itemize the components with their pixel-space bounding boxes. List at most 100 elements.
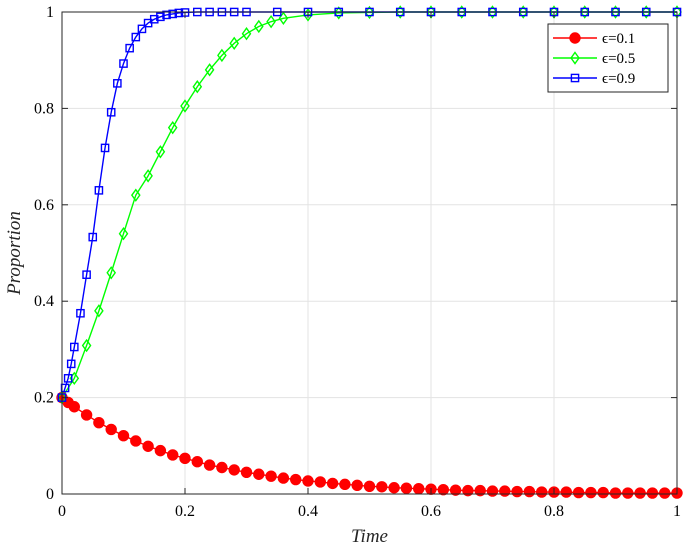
- data-point-series-3: [137, 24, 147, 34]
- x-tick-label: 0.2: [175, 503, 195, 520]
- data-point-series-2: [303, 8, 313, 22]
- data-point-series-3: [60, 383, 70, 393]
- data-point-series-2: [204, 63, 215, 77]
- data-point-series-3: [168, 9, 178, 19]
- data-point-series-1: [167, 449, 179, 461]
- data-point-series-2: [278, 11, 289, 25]
- data-point-series-3: [113, 79, 122, 88]
- plot-frame: [61, 11, 678, 495]
- data-point-series-2: [579, 5, 590, 19]
- tick-labels: 0 0.2 0.4 0.6 0.8 1 0 0.2 0.4 0.6 0.8 1: [34, 4, 681, 520]
- data-point-series-1: [486, 485, 499, 497]
- grid: [62, 12, 677, 494]
- data-point-series-1: [216, 461, 228, 474]
- series-line-1: [61, 397, 677, 494]
- data-point-series-1: [646, 487, 659, 499]
- y-tick-label: 0.2: [34, 390, 54, 407]
- y-tick-label: 0.6: [34, 197, 54, 214]
- data-point-series-2: [266, 14, 276, 29]
- data-point-series-1: [585, 486, 597, 499]
- y-tick-label: 0.4: [34, 293, 54, 310]
- data-point-series-1: [203, 459, 216, 471]
- legend-label-1: ϵ=0.1: [602, 31, 635, 47]
- data-point-series-2: [180, 99, 190, 113]
- data-point-series-2: [118, 227, 129, 241]
- data-point-series-1: [68, 401, 81, 413]
- data-point-series-1: [154, 444, 167, 457]
- data-point-series-1: [634, 487, 646, 499]
- legend-marker-2: [570, 51, 580, 65]
- data-point-series-2: [155, 145, 166, 159]
- legend-label-3: ϵ=0.9: [602, 71, 635, 87]
- data-point-series-2: [143, 169, 153, 183]
- y-tick-label: 0: [46, 486, 54, 503]
- data-point-series-1: [277, 472, 290, 484]
- data-point-series-1: [253, 468, 265, 480]
- data-point-series-3: [88, 232, 98, 242]
- legend-label-2: ϵ=0.5: [602, 51, 635, 67]
- data-point-series-1: [462, 484, 474, 497]
- data-point-series-2: [610, 5, 621, 19]
- data-point-series-2: [253, 19, 264, 34]
- data-point-series-3: [174, 8, 184, 18]
- data-point-series-1: [572, 486, 585, 499]
- y-tick-label: 1: [46, 4, 54, 21]
- data-point-series-1: [314, 476, 326, 488]
- legend-marker-1: [569, 32, 581, 44]
- data-point-series-2: [81, 338, 92, 353]
- data-point-series-2: [487, 5, 498, 19]
- data-point-series-3: [76, 308, 85, 318]
- data-point-series-1: [80, 409, 93, 421]
- axis-ticks: [61, 11, 678, 495]
- data-point-series-3: [149, 14, 159, 24]
- data-point-series-1: [240, 466, 253, 479]
- data-point-series-2: [94, 304, 104, 318]
- data-point-series-1: [228, 464, 240, 476]
- data-point-series-3: [125, 43, 134, 53]
- y-axis-label: Proportion: [4, 211, 25, 296]
- data-point-series-1: [105, 423, 117, 436]
- data-point-series-3: [100, 143, 110, 153]
- data-point-series-1: [560, 486, 572, 498]
- data-point-series-1: [351, 479, 363, 492]
- data-point-series-2: [456, 5, 467, 19]
- data-point-series-2: [217, 48, 227, 63]
- data-point-series-1: [376, 481, 388, 493]
- data-point-series-1: [302, 475, 314, 487]
- data-point-series-1: [191, 456, 204, 468]
- data-point-series-1: [499, 485, 511, 497]
- data-point-series-2: [333, 6, 344, 20]
- data-point-series-1: [339, 478, 351, 491]
- data-point-series-2: [106, 266, 117, 280]
- data-point-series-1: [363, 480, 376, 492]
- data-point-series-1: [659, 487, 671, 499]
- legend: ϵ=0.1 ϵ=0.5 ϵ=0.9: [547, 23, 669, 93]
- data-point-series-1: [449, 484, 462, 496]
- data-point-series-1: [117, 429, 130, 442]
- data-point-series-2: [364, 5, 375, 20]
- data-point-series-1: [474, 484, 486, 497]
- data-point-series-3: [94, 186, 104, 195]
- data-point-series-1: [536, 486, 548, 498]
- data-point-series-1: [413, 482, 425, 495]
- data-point-series-1: [388, 482, 400, 494]
- data-point-series-1: [179, 452, 191, 465]
- y-tick-label: 0.8: [34, 100, 54, 117]
- data-point-series-2: [241, 26, 252, 41]
- data-point-series-1: [142, 440, 154, 452]
- data-point-series-1: [265, 470, 277, 482]
- data-point-series-1: [93, 416, 105, 429]
- data-point-series-3: [156, 12, 165, 22]
- data-point-series-1: [400, 482, 413, 494]
- data-point-series-2: [518, 5, 529, 19]
- data-point-series-2: [192, 80, 203, 94]
- data-point-series-3: [69, 342, 79, 352]
- data-point-series-1: [290, 473, 302, 486]
- data-point-series-3: [162, 10, 171, 20]
- data-point-series-1: [523, 485, 536, 498]
- data-point-series-3: [106, 107, 116, 117]
- data-point-series-3: [82, 270, 91, 279]
- data-point-series-1: [437, 483, 449, 496]
- data-point-series-3: [119, 59, 128, 68]
